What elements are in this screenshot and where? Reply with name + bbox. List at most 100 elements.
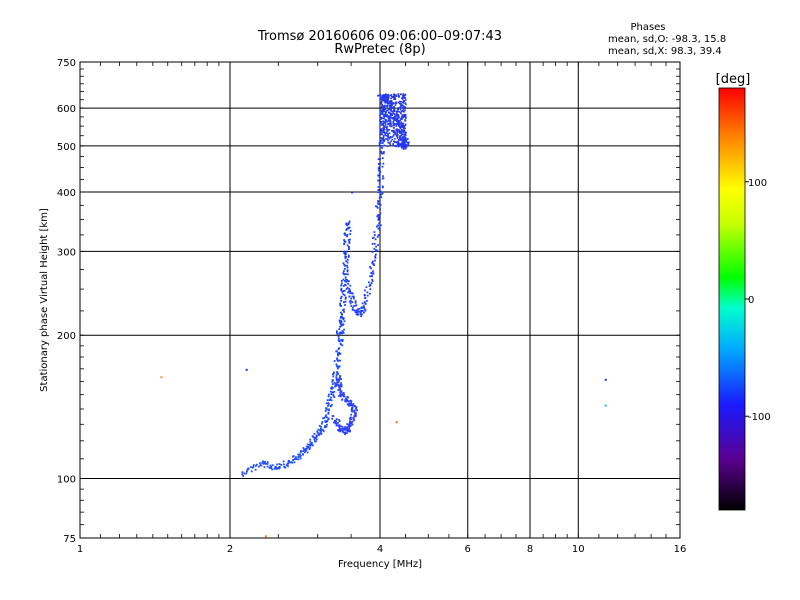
data-point bbox=[334, 383, 337, 386]
data-point bbox=[313, 438, 316, 441]
data-point bbox=[388, 115, 391, 118]
data-point bbox=[379, 114, 381, 117]
data-point bbox=[241, 473, 244, 476]
data-point bbox=[403, 141, 406, 143]
outlier-point bbox=[604, 378, 607, 381]
data-point bbox=[380, 196, 383, 199]
data-point bbox=[377, 158, 380, 161]
data-point bbox=[337, 424, 339, 427]
data-point bbox=[394, 131, 396, 133]
data-point bbox=[348, 240, 351, 243]
data-point bbox=[380, 151, 383, 154]
data-point bbox=[384, 122, 387, 125]
data-point bbox=[337, 381, 340, 383]
data-point bbox=[371, 278, 374, 281]
data-point bbox=[352, 417, 355, 420]
data-point bbox=[339, 339, 342, 342]
data-point bbox=[346, 273, 349, 276]
data-point bbox=[388, 118, 391, 121]
data-point bbox=[389, 143, 392, 146]
data-point bbox=[402, 94, 404, 97]
data-point bbox=[252, 464, 255, 466]
data-point bbox=[407, 144, 410, 146]
data-point bbox=[344, 296, 347, 299]
data-point bbox=[348, 404, 350, 407]
data-point bbox=[381, 157, 384, 160]
data-point bbox=[270, 467, 273, 469]
data-point bbox=[406, 141, 409, 144]
data-point bbox=[387, 99, 389, 101]
data-point bbox=[383, 116, 386, 118]
data-point bbox=[371, 275, 373, 278]
data-point bbox=[381, 113, 383, 115]
data-point bbox=[393, 110, 396, 113]
data-point bbox=[400, 117, 403, 120]
data-point bbox=[391, 136, 394, 138]
data-point bbox=[392, 122, 395, 125]
data-point bbox=[346, 269, 349, 272]
data-point bbox=[397, 115, 400, 118]
data-point bbox=[372, 260, 374, 263]
data-point bbox=[402, 133, 405, 136]
data-point bbox=[403, 125, 405, 127]
data-point bbox=[382, 177, 385, 180]
data-point bbox=[354, 300, 357, 303]
data-point bbox=[339, 302, 342, 305]
data-point bbox=[388, 118, 390, 121]
data-point bbox=[387, 123, 389, 126]
data-point bbox=[384, 111, 387, 114]
data-point bbox=[346, 264, 348, 267]
colorbar: [deg] 100 0 -100 bbox=[716, 72, 771, 511]
data-point bbox=[391, 96, 394, 98]
data-point bbox=[334, 419, 336, 422]
data-point bbox=[380, 139, 382, 142]
data-point bbox=[352, 295, 355, 298]
data-point bbox=[399, 125, 402, 128]
data-point bbox=[364, 309, 367, 312]
data-point bbox=[342, 332, 345, 334]
data-point bbox=[383, 110, 386, 113]
data-point bbox=[344, 264, 346, 267]
data-point bbox=[363, 308, 366, 311]
data-point bbox=[380, 130, 383, 132]
data-point bbox=[339, 331, 342, 334]
data-point bbox=[397, 94, 400, 97]
data-point bbox=[377, 224, 379, 227]
data-point bbox=[335, 350, 338, 353]
data-point bbox=[293, 461, 296, 464]
data-point bbox=[379, 141, 381, 144]
y-tick-label: 400 bbox=[57, 188, 76, 199]
data-point bbox=[373, 231, 376, 233]
data-point bbox=[339, 430, 342, 433]
data-point bbox=[385, 101, 388, 104]
data-point bbox=[398, 143, 401, 146]
data-point bbox=[347, 226, 350, 229]
data-point bbox=[379, 191, 382, 194]
data-point bbox=[402, 130, 405, 133]
data-point bbox=[304, 448, 307, 451]
data-point bbox=[383, 140, 385, 142]
data-point bbox=[387, 101, 389, 103]
data-point bbox=[259, 462, 261, 465]
data-point bbox=[339, 315, 342, 318]
data-point bbox=[393, 117, 395, 120]
data-point bbox=[338, 365, 341, 368]
data-point bbox=[348, 220, 351, 223]
data-point bbox=[351, 295, 354, 298]
data-point bbox=[397, 93, 399, 95]
data-point bbox=[314, 440, 316, 443]
data-point bbox=[358, 307, 361, 310]
data-point bbox=[377, 179, 380, 182]
data-point bbox=[402, 111, 405, 113]
data-point bbox=[377, 203, 380, 206]
data-point bbox=[258, 465, 260, 468]
data-point bbox=[390, 97, 392, 100]
data-point bbox=[325, 407, 328, 410]
data-point bbox=[323, 417, 326, 419]
data-point bbox=[404, 119, 406, 121]
outlier-point bbox=[604, 404, 607, 407]
data-point bbox=[287, 460, 290, 463]
data-point bbox=[404, 139, 407, 142]
data-point bbox=[347, 424, 350, 427]
data-point bbox=[255, 463, 258, 466]
